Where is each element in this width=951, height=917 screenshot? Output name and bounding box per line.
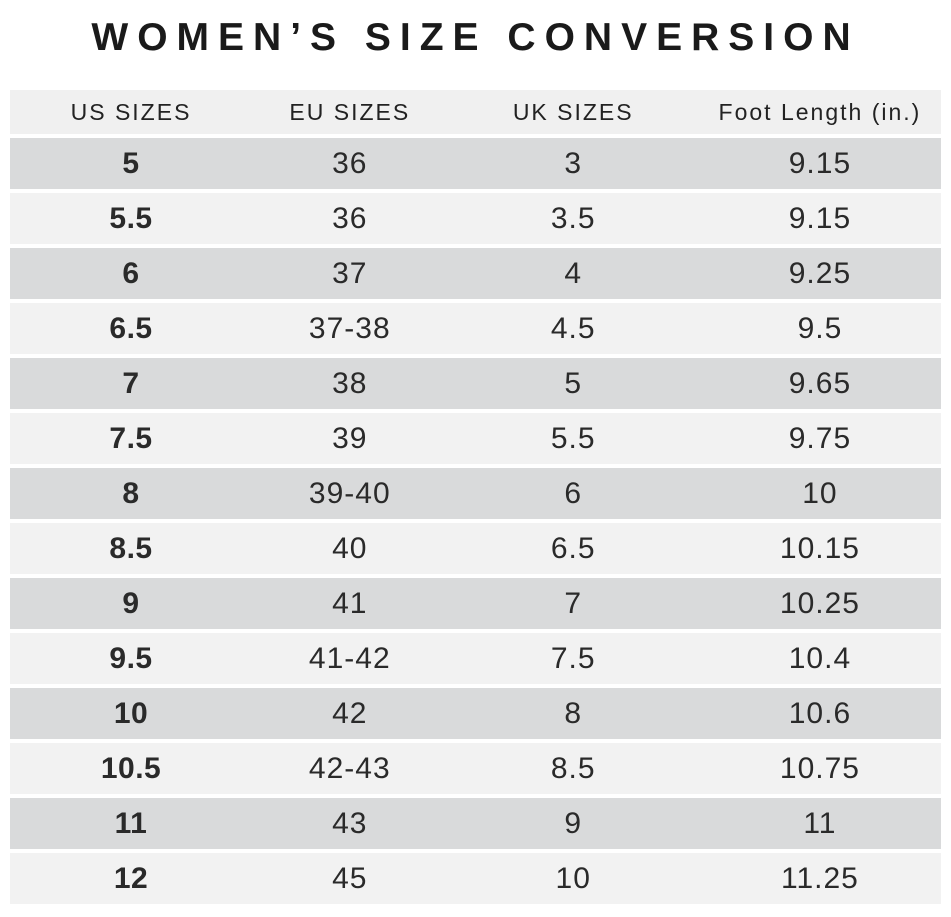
table-row: 8.5 40 6.5 10.15 — [10, 523, 941, 574]
table-cell-eu-size: 38 — [332, 366, 368, 400]
table-cell-eu-size: 42 — [332, 696, 368, 730]
table-cell-foot-length: 10.6 — [788, 696, 852, 730]
column-header-us-sizes: US SIZES — [70, 98, 192, 125]
table-cell-uk-size: 4 — [564, 256, 583, 290]
column-header-foot-length: Foot Length (in.) — [718, 98, 922, 125]
table-cell-uk-size: 5 — [564, 366, 583, 400]
table-cell-foot-length: 10.15 — [779, 531, 860, 565]
table-row: 5 36 3 9.15 — [10, 138, 941, 189]
table-cell-us-size: 8 — [122, 476, 140, 510]
table-cell-uk-size: 7.5 — [550, 641, 596, 675]
table-cell-uk-size: 10 — [555, 861, 591, 895]
table-cell-eu-size: 39 — [332, 421, 368, 455]
table-body: 5 36 3 9.15 5.5 36 3.5 9.15 6 37 4 9.25 … — [10, 138, 941, 904]
table-cell-us-size: 5.5 — [109, 201, 153, 235]
table-row: 10.5 42-43 8.5 10.75 — [10, 743, 941, 794]
column-header-uk-sizes: UK SIZES — [512, 98, 634, 125]
size-conversion-table: US SIZES EU SIZES UK SIZES Foot Length (… — [10, 90, 941, 904]
table-row: 12 45 10 11.25 — [10, 853, 941, 904]
table-cell-us-size: 7.5 — [109, 421, 153, 455]
table-cell-uk-size: 8 — [564, 696, 583, 730]
table-cell-eu-size: 37-38 — [308, 311, 391, 345]
table-cell-eu-size: 41 — [332, 586, 368, 620]
table-cell-us-size: 12 — [113, 861, 149, 895]
table-cell-uk-size: 6 — [564, 476, 583, 510]
table-row: 6.5 37-38 4.5 9.5 — [10, 303, 941, 354]
table-cell-foot-length: 9.65 — [788, 366, 852, 400]
table-cell-us-size: 9 — [122, 586, 140, 620]
table-cell-uk-size: 4.5 — [550, 311, 596, 345]
table-row: 6 37 4 9.25 — [10, 248, 941, 299]
table-cell-foot-length: 9.15 — [788, 201, 852, 235]
table-cell-eu-size: 43 — [332, 806, 368, 840]
table-cell-eu-size: 41-42 — [308, 641, 391, 675]
table-cell-uk-size: 8.5 — [550, 751, 596, 785]
table-cell-us-size: 10.5 — [100, 751, 162, 785]
table-cell-foot-length: 9.15 — [788, 146, 852, 180]
table-cell-us-size: 11 — [114, 806, 148, 840]
table-cell-foot-length: 10.25 — [779, 586, 860, 620]
table-cell-eu-size: 36 — [332, 146, 368, 180]
table-cell-eu-size: 36 — [332, 201, 368, 235]
table-cell-uk-size: 7 — [564, 586, 583, 620]
table-cell-us-size: 8.5 — [109, 531, 153, 565]
page-title: WOMEN’S SIZE CONVERSION — [91, 16, 860, 59]
table-cell-us-size: 6 — [122, 256, 140, 290]
table-cell-foot-length: 9.5 — [797, 311, 843, 345]
table-cell-us-size: 5 — [122, 146, 140, 180]
table-cell-eu-size: 42-43 — [308, 751, 391, 785]
table-cell-uk-size: 3.5 — [550, 201, 596, 235]
table-cell-uk-size: 3 — [564, 146, 583, 180]
table-row: 8 39-40 6 10 — [10, 468, 941, 519]
table-cell-foot-length: 10 — [802, 476, 838, 510]
table-cell-us-size: 7 — [122, 366, 140, 400]
table-cell-us-size: 9.5 — [109, 641, 153, 675]
table-cell-foot-length: 11 — [803, 806, 837, 840]
table-row: 10 42 8 10.6 — [10, 688, 941, 739]
table-row: 5.5 36 3.5 9.15 — [10, 193, 941, 244]
table-cell-foot-length: 10.75 — [779, 751, 860, 785]
table-row: 7 38 5 9.65 — [10, 358, 941, 409]
table-cell-foot-length: 9.75 — [788, 421, 852, 455]
table-cell-us-size: 10 — [113, 696, 149, 730]
table-row: 9.5 41-42 7.5 10.4 — [10, 633, 941, 684]
column-header-eu-sizes: EU SIZES — [289, 98, 411, 125]
table-cell-foot-length: 9.25 — [788, 256, 852, 290]
table-cell-uk-size: 6.5 — [550, 531, 596, 565]
table-cell-eu-size: 37 — [332, 256, 368, 290]
table-row: 9 41 7 10.25 — [10, 578, 941, 629]
table-cell-us-size: 6.5 — [109, 311, 153, 345]
table-cell-eu-size: 45 — [332, 861, 368, 895]
table-cell-foot-length: 11.25 — [781, 861, 859, 895]
table-cell-uk-size: 9 — [564, 806, 583, 840]
table-cell-eu-size: 39-40 — [308, 476, 391, 510]
table-cell-foot-length: 10.4 — [788, 641, 852, 675]
table-header-row: US SIZES EU SIZES UK SIZES Foot Length (… — [10, 90, 941, 134]
table-row: 11 43 9 11 — [10, 798, 941, 849]
table-cell-uk-size: 5.5 — [550, 421, 596, 455]
table-cell-eu-size: 40 — [332, 531, 368, 565]
table-row: 7.5 39 5.5 9.75 — [10, 413, 941, 464]
